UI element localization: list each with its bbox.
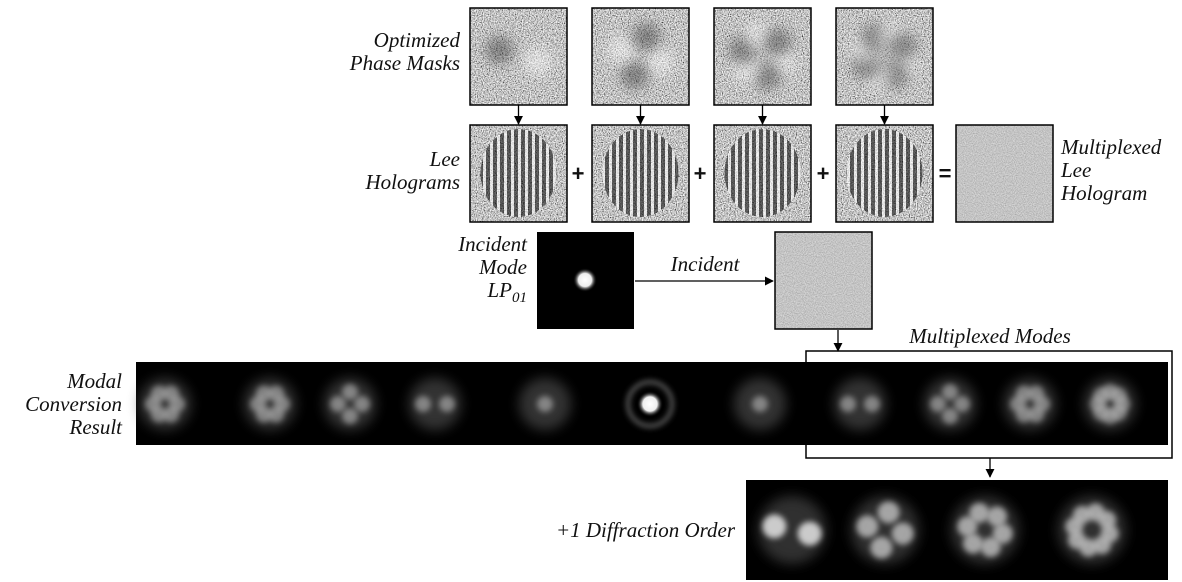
mode-lobe — [537, 396, 553, 412]
label-line: Mode — [478, 255, 527, 279]
fundamental-spot — [637, 391, 663, 417]
mode-lobe — [856, 515, 878, 537]
mode-lobe — [963, 533, 983, 553]
mask-lobe — [632, 23, 660, 51]
label-line: Holograms — [364, 170, 460, 194]
body: Optimized Phase Masks Lee Holograms + + … — [0, 0, 1182, 582]
mode-lobe — [1110, 388, 1126, 404]
mode-symbol-base: LP — [486, 278, 512, 302]
incident-hologram — [775, 232, 872, 329]
mode-lobe — [163, 386, 179, 402]
hologram-fringes — [481, 129, 557, 217]
label: +1 Diffraction Order — [556, 518, 736, 542]
mask-lobe — [646, 48, 674, 76]
mode-lobe — [981, 537, 1001, 557]
mask-lobe — [763, 28, 791, 56]
label-line: Conversion — [25, 392, 122, 416]
operator: = — [939, 161, 952, 186]
label-line: Hologram — [1060, 181, 1147, 205]
label-line: Multiplexed — [1060, 135, 1162, 159]
mode-lobe — [878, 501, 900, 523]
operator: + — [817, 161, 830, 186]
mode-lobe — [798, 522, 822, 546]
label-line: Lee — [1060, 158, 1091, 182]
label-line: Phase Masks — [349, 51, 460, 75]
mode-lobe — [942, 408, 958, 424]
mode-lobe — [354, 396, 370, 412]
multiplexed-hologram — [956, 125, 1053, 222]
mask-lobe — [524, 48, 552, 76]
phase-mask — [836, 8, 933, 105]
mode-lobe — [268, 386, 284, 402]
mask-lobe — [621, 61, 649, 89]
mode-lobe — [864, 396, 880, 412]
label-line: Result — [69, 415, 124, 439]
mode-lobe — [752, 396, 768, 412]
mode-lobe — [762, 514, 786, 538]
mode-lobe — [1098, 511, 1116, 529]
mode-lobe — [892, 523, 914, 545]
arrow-label: Incident — [670, 252, 741, 276]
mode-symbol: LP01 — [486, 278, 527, 306]
mode-lobe — [930, 396, 946, 412]
label-line: Lee — [429, 147, 460, 171]
label-line: Optimized — [374, 28, 461, 52]
mode-lobe — [969, 503, 989, 523]
mode-lobe — [942, 384, 958, 400]
hologram-fringes — [847, 129, 923, 217]
phase-mask — [470, 8, 567, 105]
mode-lobe — [342, 408, 358, 424]
operator: + — [572, 161, 585, 186]
diagram: Optimized Phase Masks Lee Holograms + + … — [0, 0, 1182, 582]
mode-lobe — [954, 396, 970, 412]
mode-lobe — [342, 384, 358, 400]
mode-lobe — [987, 507, 1007, 527]
phase-mask — [592, 8, 689, 105]
label-line: Incident — [457, 232, 528, 256]
mode-lobe — [840, 396, 856, 412]
mask-lobe — [607, 36, 635, 64]
gaussian-spot — [573, 268, 597, 292]
mode-lobe — [415, 396, 431, 412]
phase-mask — [714, 8, 811, 105]
hologram-fringes — [603, 129, 679, 217]
mode-lobe — [1028, 386, 1044, 402]
box-label: Multiplexed Modes — [908, 324, 1071, 348]
label-line: Modal — [66, 369, 122, 393]
mask-lobe — [888, 33, 916, 61]
page: Modal conversion diagram {"labels": { "o… — [0, 0, 1182, 582]
mask-lobe — [485, 36, 513, 64]
operator: + — [694, 161, 707, 186]
mode-lobe — [870, 537, 892, 559]
mode-lobe — [330, 396, 346, 412]
mode-lobe — [439, 396, 455, 412]
mode-symbol-subscript: 01 — [512, 290, 527, 306]
hologram-fringes — [725, 129, 801, 217]
